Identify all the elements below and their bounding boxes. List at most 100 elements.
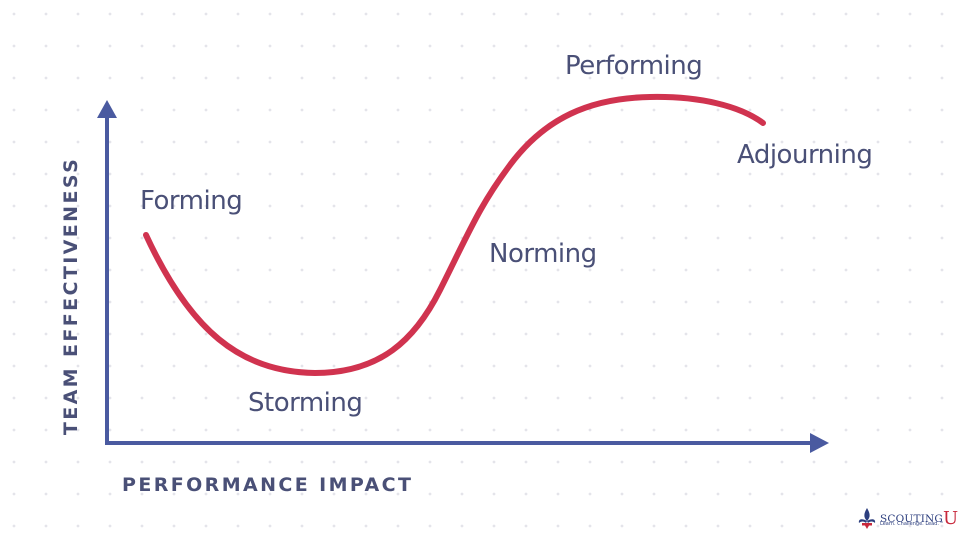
grid-dot bbox=[748, 364, 752, 368]
grid-dot bbox=[332, 364, 336, 368]
grid-dot bbox=[44, 396, 48, 400]
grid-dot bbox=[492, 76, 496, 80]
grid-dot bbox=[492, 364, 496, 368]
grid-dot bbox=[268, 460, 272, 464]
grid-dot bbox=[204, 524, 208, 528]
grid-dot bbox=[588, 172, 592, 176]
grid-dot bbox=[524, 204, 528, 208]
grid-dot bbox=[204, 364, 208, 368]
grid-dot bbox=[812, 300, 816, 304]
grid-dot bbox=[844, 396, 848, 400]
grid-dot bbox=[812, 108, 816, 112]
y-axis-arrowhead bbox=[97, 100, 117, 118]
grid-dot bbox=[172, 236, 176, 240]
grid-dot bbox=[140, 460, 144, 464]
grid-dot bbox=[172, 204, 176, 208]
grid-dot bbox=[652, 332, 656, 336]
grid-dot bbox=[684, 428, 688, 432]
grid-dot bbox=[908, 460, 912, 464]
grid-dot bbox=[236, 364, 240, 368]
grid-dot bbox=[844, 108, 848, 112]
grid-dot bbox=[44, 492, 48, 496]
grid-dot bbox=[748, 44, 752, 48]
grid-dot bbox=[396, 204, 400, 208]
grid-dot bbox=[460, 12, 464, 16]
grid-dot bbox=[524, 332, 528, 336]
grid-dot bbox=[172, 44, 176, 48]
grid-dot bbox=[780, 492, 784, 496]
grid-dot bbox=[300, 76, 304, 80]
grid-dot bbox=[524, 524, 528, 528]
grid-dot bbox=[364, 524, 368, 528]
grid-dot bbox=[908, 172, 912, 176]
grid-dot bbox=[332, 492, 336, 496]
grid-dot bbox=[236, 204, 240, 208]
grid-dot bbox=[492, 236, 496, 240]
grid-dot bbox=[76, 460, 80, 464]
grid-dot bbox=[204, 268, 208, 272]
grid-dot bbox=[556, 108, 560, 112]
grid-dot bbox=[332, 44, 336, 48]
grid-dot bbox=[140, 172, 144, 176]
grid-dot bbox=[300, 236, 304, 240]
grid-dot bbox=[492, 44, 496, 48]
grid-dot bbox=[684, 140, 688, 144]
grid-dot bbox=[396, 524, 400, 528]
grid-dot bbox=[268, 140, 272, 144]
grid-dot bbox=[140, 492, 144, 496]
grid-dot bbox=[140, 332, 144, 336]
grid-dot bbox=[12, 12, 16, 16]
grid-dot bbox=[172, 396, 176, 400]
grid-dot bbox=[588, 236, 592, 240]
grid-dot bbox=[332, 460, 336, 464]
grid-dot bbox=[716, 364, 720, 368]
grid-dot bbox=[76, 76, 80, 80]
grid-dot bbox=[940, 108, 944, 112]
grid-dot bbox=[236, 12, 240, 16]
grid-dot bbox=[812, 524, 816, 528]
grid-dot bbox=[268, 204, 272, 208]
grid-dot bbox=[268, 172, 272, 176]
grid-dot bbox=[780, 396, 784, 400]
grid-dot bbox=[364, 140, 368, 144]
grid-dot bbox=[332, 428, 336, 432]
grid-dot bbox=[428, 108, 432, 112]
stage-label-performing: Performing bbox=[565, 51, 703, 81]
grid-dot bbox=[236, 76, 240, 80]
stage-label-forming: Forming bbox=[140, 186, 243, 216]
grid-dot bbox=[12, 332, 16, 336]
grid-dot bbox=[396, 76, 400, 80]
grid-dot bbox=[748, 300, 752, 304]
grid-dot bbox=[460, 300, 464, 304]
grid-dot bbox=[620, 76, 624, 80]
grid-dot bbox=[460, 108, 464, 112]
grid-dot bbox=[556, 44, 560, 48]
grid-dot bbox=[556, 492, 560, 496]
grid-dot bbox=[204, 428, 208, 432]
grid-dot bbox=[524, 396, 528, 400]
grid-dot bbox=[460, 460, 464, 464]
grid-dot bbox=[300, 300, 304, 304]
grid-dot bbox=[620, 236, 624, 240]
grid-dot bbox=[12, 44, 16, 48]
grid-dot bbox=[812, 76, 816, 80]
grid-dot bbox=[908, 12, 912, 16]
grid-dot bbox=[780, 12, 784, 16]
grid-dot bbox=[428, 268, 432, 272]
grid-dot bbox=[300, 172, 304, 176]
grid-dot bbox=[428, 236, 432, 240]
grid-dot bbox=[716, 460, 720, 464]
grid-dot bbox=[460, 364, 464, 368]
grid-dot bbox=[684, 396, 688, 400]
grid-dot bbox=[780, 524, 784, 528]
grid-dot bbox=[396, 428, 400, 432]
grid-dot bbox=[492, 140, 496, 144]
grid-dot bbox=[236, 428, 240, 432]
grid-dot bbox=[76, 492, 80, 496]
grid-dot bbox=[12, 268, 16, 272]
logo-brand: SCOUTING bbox=[880, 513, 944, 525]
grid-dot bbox=[172, 140, 176, 144]
grid-dot bbox=[652, 12, 656, 16]
grid-dot bbox=[716, 268, 720, 272]
grid-dot bbox=[492, 428, 496, 432]
